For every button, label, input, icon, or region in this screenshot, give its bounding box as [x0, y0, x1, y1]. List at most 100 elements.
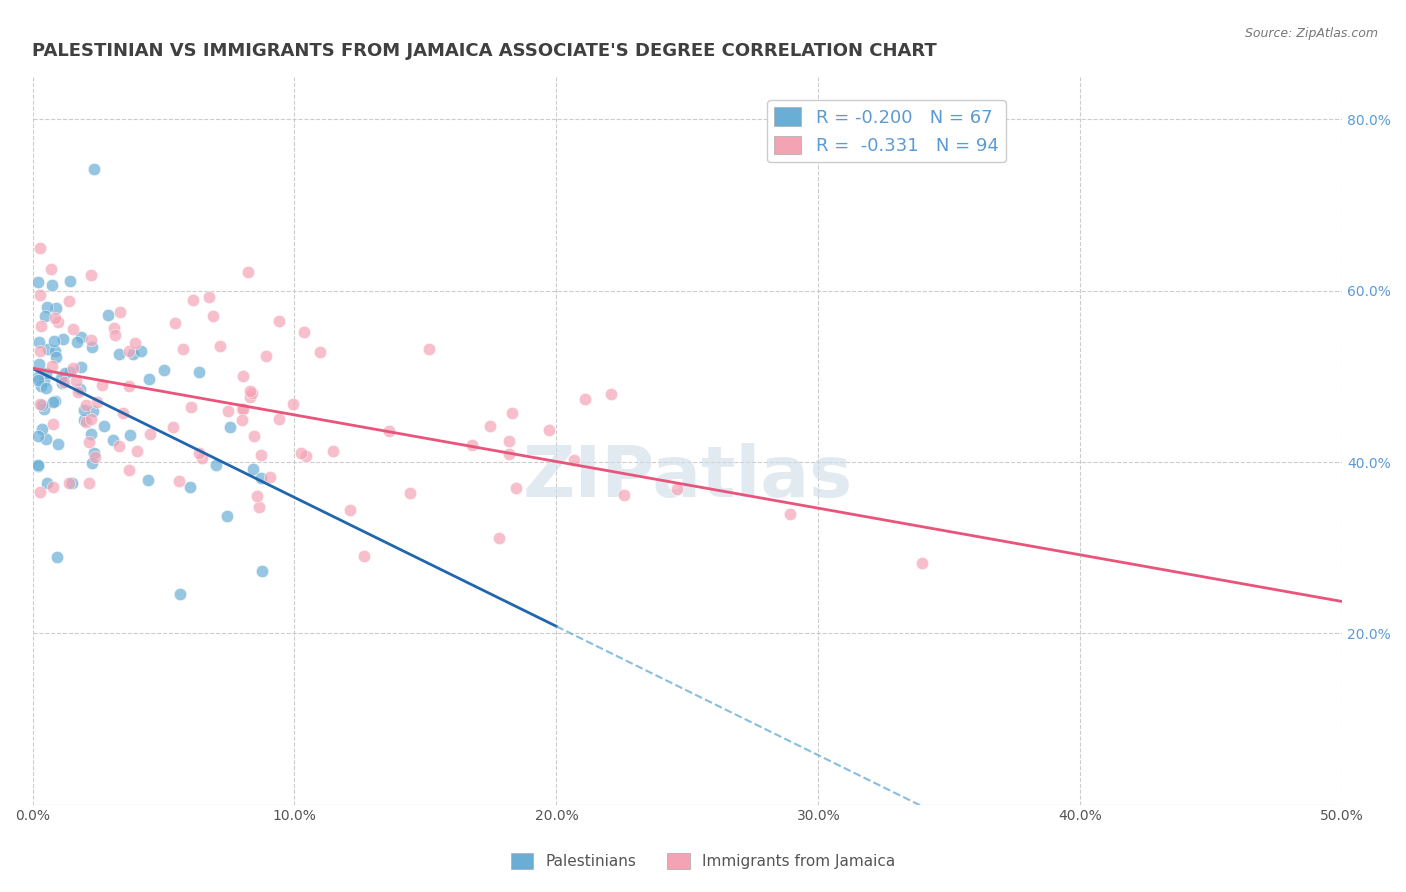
Point [179, 480, 201, 494]
Point [69, 359, 91, 374]
Point [30, 397, 52, 411]
Point [82, 404, 104, 418]
Point [111, 406, 134, 420]
Point [75, 415, 97, 429]
Point [79, 435, 101, 450]
Point [73, 403, 96, 417]
Point [51, 371, 73, 385]
Point [31, 398, 53, 412]
Point [666, 482, 689, 496]
Point [80, 268, 103, 282]
Point [107, 347, 129, 361]
Point [122, 346, 145, 360]
Point [180, 400, 202, 414]
Point [208, 339, 231, 353]
Point [138, 427, 160, 442]
Point [242, 462, 264, 476]
Point [294, 449, 316, 463]
Point [239, 390, 262, 404]
Point [83, 446, 105, 460]
Point [27, 373, 49, 387]
Point [108, 438, 131, 452]
Point [97, 308, 120, 322]
Point [564, 453, 586, 467]
Point [136, 473, 159, 487]
Point [124, 335, 146, 350]
Point [80, 427, 103, 442]
Point [45, 350, 67, 364]
Point [108, 305, 131, 319]
Point [188, 365, 211, 379]
Point [31, 422, 53, 436]
Point [292, 325, 315, 339]
Point [232, 402, 254, 417]
Point [58, 294, 80, 309]
Point [27, 370, 49, 384]
Point [339, 502, 361, 516]
Point [537, 424, 560, 438]
Point [231, 401, 253, 416]
Point [82, 456, 104, 470]
Point [27, 275, 49, 289]
Point [51, 376, 73, 390]
Point [32, 374, 55, 388]
Point [34, 432, 56, 446]
Point [34, 310, 56, 324]
Point [239, 384, 262, 399]
Point [399, 486, 422, 500]
Point [35, 300, 58, 314]
Point [82, 340, 104, 354]
Text: PALESTINIAN VS IMMIGRANTS FROM JAMAICA ASSOCIATE'S DEGREE CORRELATION CHART: PALESTINIAN VS IMMIGRANTS FROM JAMAICA A… [32, 42, 938, 60]
Point [75, 398, 97, 412]
Point [117, 344, 139, 359]
Point [45, 301, 67, 315]
Point [77, 476, 100, 491]
Point [58, 274, 80, 288]
Point [62, 322, 84, 336]
Point [505, 481, 527, 495]
Point [44, 310, 66, 325]
Point [46, 315, 69, 329]
Point [46, 437, 69, 451]
Point [478, 418, 501, 433]
Point [32, 402, 55, 417]
Point [242, 429, 264, 443]
Point [66, 385, 89, 400]
Point [501, 406, 523, 420]
Point [201, 310, 224, 324]
Point [41, 277, 63, 292]
Point [217, 508, 239, 523]
Point [353, 549, 375, 563]
Point [79, 412, 101, 426]
Point [162, 420, 184, 434]
Point [30, 344, 52, 359]
Point [35, 381, 58, 395]
Point [28, 335, 51, 350]
Point [247, 500, 270, 514]
Point [236, 265, 259, 279]
Point [60, 475, 83, 490]
Point [163, 316, 186, 330]
Point [83, 161, 105, 176]
Point [172, 342, 194, 356]
Point [129, 343, 152, 358]
Point [90, 378, 112, 392]
Point [246, 489, 269, 503]
Point [377, 424, 399, 438]
Point [35, 476, 58, 491]
Point [322, 444, 344, 458]
Point [58, 476, 80, 491]
Text: ZIPatlas: ZIPatlas [522, 442, 852, 511]
Point [30, 241, 52, 255]
Point [197, 291, 219, 305]
Point [42, 395, 65, 409]
Point [259, 469, 281, 483]
Point [250, 564, 273, 578]
Point [101, 433, 124, 447]
Point [309, 345, 332, 359]
Point [86, 395, 108, 409]
Point [138, 371, 160, 385]
Point [27, 358, 49, 372]
Point [27, 458, 49, 473]
Point [70, 329, 93, 343]
